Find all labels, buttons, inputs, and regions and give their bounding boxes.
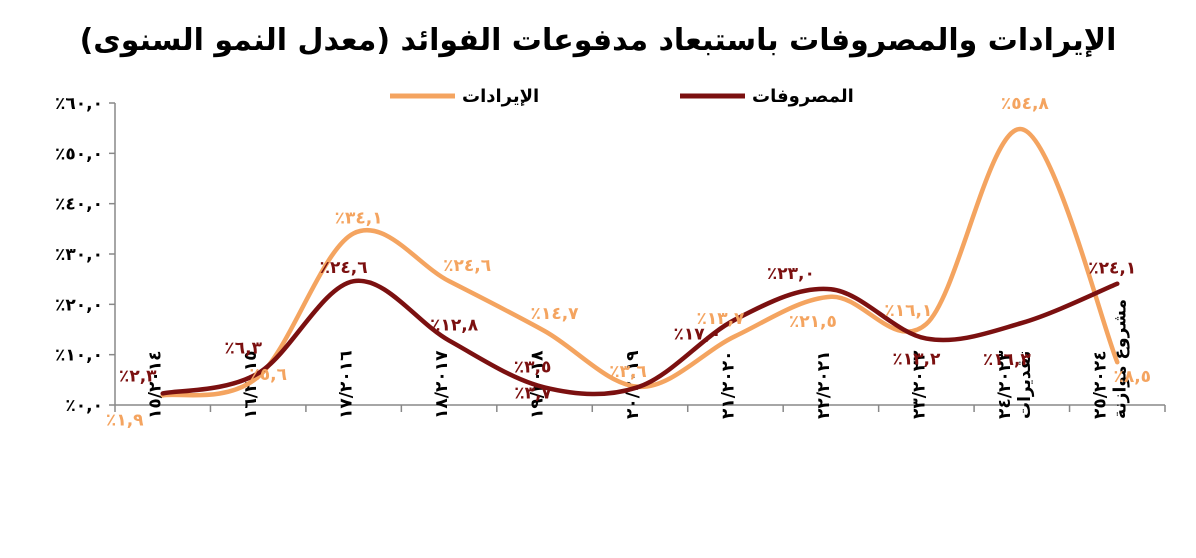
data-label: ٪١٢,٨ <box>430 316 479 336</box>
data-label: ٪١٦,٣ <box>983 350 1032 370</box>
x-tick-label: مشروع موازنة <box>1110 299 1130 419</box>
chart-title: الإيرادات والمصروفات باستبعاد مدفوعات ال… <box>80 23 1117 58</box>
y-tick-label: ٪٣٠,٠ <box>55 245 103 265</box>
data-label: ٪١٧,٠ <box>673 324 721 344</box>
data-label: ٪٨,٥ <box>1113 367 1151 387</box>
y-tick-label: ٪١٠,٠ <box>55 346 103 366</box>
legend-entry: الإيرادات <box>462 86 539 107</box>
y-tick-label: ٪٠,٠ <box>65 396 103 416</box>
x-tick-label: ١٨/٢٠١٧ <box>432 350 452 419</box>
x-tick-label: ٢٢/٢٠٢١ <box>814 351 834 419</box>
y-tick-label: ٪٢٠,٠ <box>55 295 103 315</box>
legend: الإيرادات المصروفات <box>390 86 854 107</box>
data-label: ٪٢٤,٦ <box>320 258 368 278</box>
series-line-revenues <box>160 126 1120 398</box>
data-label: ٪١٣,٧ <box>696 309 745 329</box>
x-tick-label: ١٧/٢٠١٦ <box>337 351 357 419</box>
data-label: ٪٥٤,٨ <box>1001 94 1050 114</box>
data-label: ٪٢٣,٠ <box>767 264 815 284</box>
data-label: ٪٢١,٥ <box>789 312 837 332</box>
legend-entry: المصروفات <box>752 86 854 107</box>
data-label: ٪١,٩ <box>106 410 144 430</box>
data-label: ٪٢,٣ <box>119 366 157 386</box>
series-line-expenditures <box>160 278 1120 397</box>
x-tick-label: ١٥/٢٠١٤ <box>146 351 166 419</box>
data-label: ٪٣,٥ <box>514 357 552 377</box>
series-lines <box>160 126 1120 398</box>
data-label: ٪٦,٣ <box>224 338 262 358</box>
x-tick-label: ٢٤/٢٠٢٣ <box>995 350 1015 419</box>
data-label: ٪٣,٦ <box>609 362 647 382</box>
data-label: ٪٣٤,١ <box>335 208 383 228</box>
data-label: ٪٣,٧ <box>514 383 552 403</box>
data-label: ٪٥,٦ <box>249 365 287 385</box>
data-label: ٪١٦,١ <box>884 301 932 321</box>
data-label: ٪٢٤,٦ <box>443 256 491 276</box>
data-label: ٪١٣,٢ <box>892 350 941 370</box>
x-tick-label: ٢٣/٢٠٢٢ <box>909 350 929 419</box>
x-tick-label: ٢١/٢٠٢٠ <box>718 351 738 419</box>
y-tick-label: ٪٥٠,٠ <box>55 144 103 164</box>
data-label: ٪٢٤,١ <box>1088 259 1136 279</box>
y-tick-label: ٪٤٠,٠ <box>55 195 103 215</box>
data-labels: ٪١,٩ ٪٥,٦ ٪٣٤,١ ٪٢٤,٦ ٪١٤,٧ ٪٣,٦ ٪١٣,٧ ٪٢١,٥ ٪١٦… <box>106 94 1151 430</box>
x-tick-label: ١٦/٢٠١٥ <box>241 351 261 419</box>
x-tick-label: تقديرات <box>1015 351 1035 419</box>
data-label: ٪١٤,٧ <box>531 304 580 324</box>
axes: ٪٠,٠ ٪١٠,٠ ٪٢٠,٠ ٪٣٠,٠ ٪٤٠,٠ ٪٥٠,٠ ٪٦٠,٠ ١٥/٢٠١… <box>55 94 1166 419</box>
x-tick-label: ٢٥/٢٠٢٤ <box>1090 351 1110 419</box>
y-tick-label: ٪٦٠,٠ <box>55 94 103 114</box>
